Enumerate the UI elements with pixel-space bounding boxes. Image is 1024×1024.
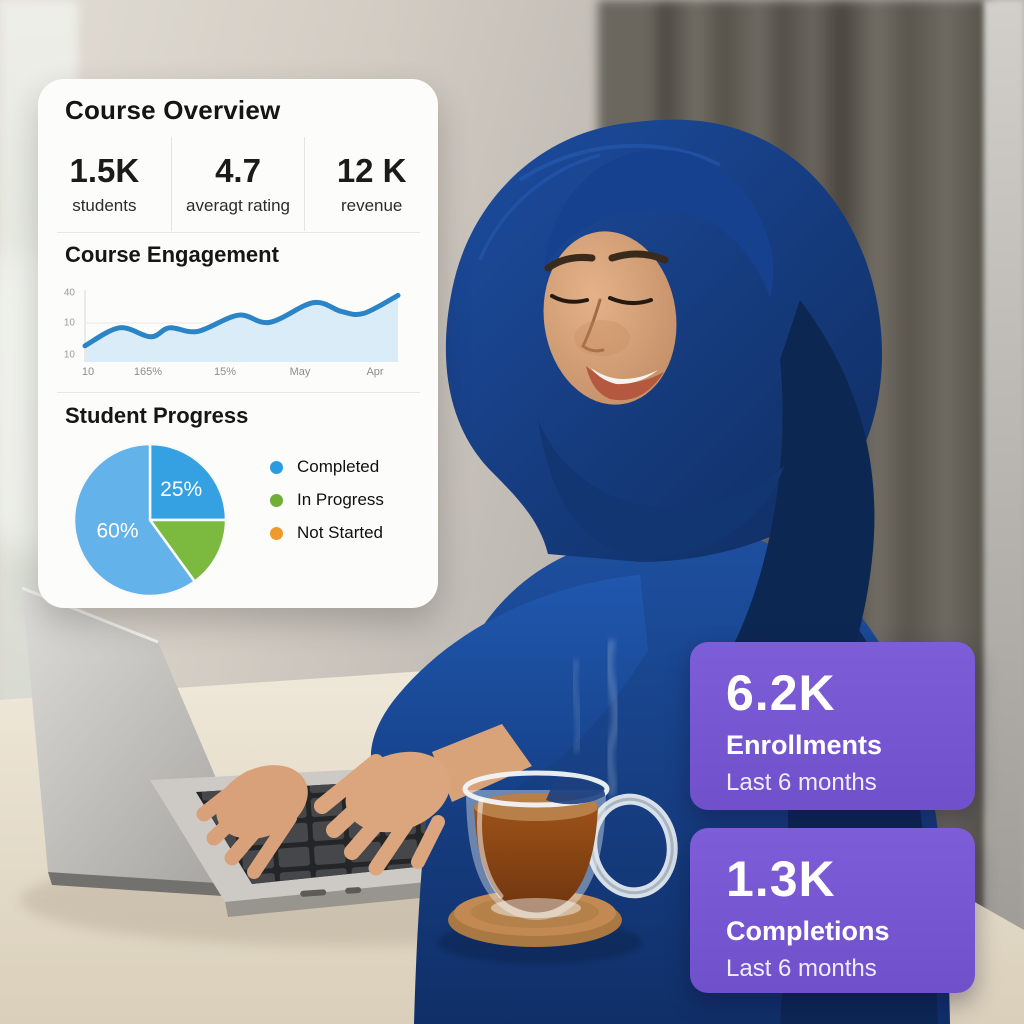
stats-row: 1.5K students 4.7 averagt rating 12 K re… [38, 137, 438, 231]
y-tick: 40 [63, 287, 75, 299]
hands [196, 724, 532, 879]
curtain-edge-light [984, 0, 1024, 1024]
svg-text:60%: 60% [96, 520, 138, 543]
stat-students: 1.5K students [38, 137, 171, 231]
x-tick: 15% [213, 366, 237, 378]
enrollments-sublabel: Last 6 months [726, 769, 877, 796]
divider [57, 392, 420, 393]
face [543, 231, 677, 405]
stat-revenue: 12 K revenue [304, 137, 438, 231]
progress-title: Student Progress [65, 403, 249, 428]
legend-dot-green [270, 493, 283, 507]
engagement-line-chart [82, 290, 401, 362]
x-tick: Apr [366, 366, 384, 378]
legend-label: Completed [297, 457, 380, 476]
completions-label: Completions [726, 916, 890, 946]
engagement-title: Course Engagement [65, 242, 279, 267]
stat-label: revenue [340, 196, 403, 215]
legend-label: Not Started [297, 523, 383, 542]
legend-dot-orange [270, 526, 283, 540]
stat-value: 1.5K [69, 152, 140, 189]
tea-cup [438, 770, 678, 964]
legend-item-in-progress: In Progress [270, 490, 384, 510]
stat-label: averagt rating [186, 196, 290, 215]
x-tick: 10 [81, 366, 95, 378]
steam [604, 638, 621, 798]
legend-item-not-started: Not Started [270, 523, 383, 543]
overview-card: Course Overview 1.5K students 4.7 averag… [38, 79, 438, 608]
enrollments-value: 6.2K [726, 665, 836, 721]
legend-dot-blue [270, 460, 283, 474]
card-title: Course Overview [65, 95, 281, 125]
stat-label: students [72, 196, 137, 215]
enrollments-card: 6.2K Enrollments Last 6 months [690, 642, 975, 810]
legend-label: In Progress [297, 490, 384, 509]
facial-features [544, 250, 669, 401]
x-tick: May [289, 366, 311, 378]
stat-value: 12 K [336, 152, 407, 189]
stat-rating: 4.7 averagt rating [170, 137, 305, 231]
completions-card: 1.3K Completions Last 6 months [690, 828, 975, 993]
completions-sublabel: Last 6 months [726, 955, 877, 982]
progress-pie-chart: 25% 60% [72, 442, 228, 598]
stat-value: 4.7 [215, 152, 261, 189]
legend-item-completed: Completed [270, 457, 379, 477]
svg-text:25%: 25% [160, 478, 202, 501]
enrollments-label: Enrollments [726, 730, 883, 760]
completions-value: 1.3K [726, 851, 836, 907]
divider [57, 232, 420, 233]
y-tick: 10 [63, 349, 75, 361]
y-tick: 10 [63, 317, 75, 329]
x-tick: 165% [133, 366, 163, 378]
